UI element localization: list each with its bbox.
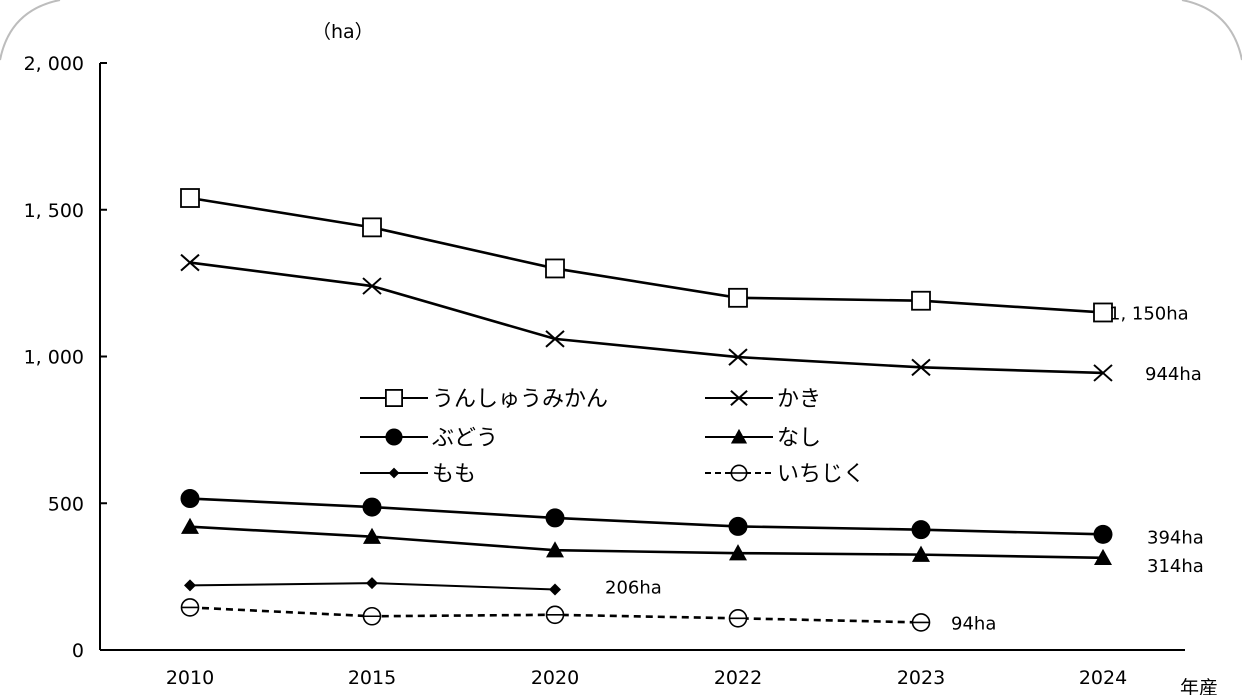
data-point-stroke bbox=[180, 253, 200, 272]
data-point bbox=[911, 520, 931, 540]
data-point bbox=[912, 545, 930, 562]
chart-axes: 0 500 1, 000 1, 500 2, 000 2010 2015 2020 2022 20… bbox=[24, 21, 1218, 695]
legend-item: ぶどう bbox=[360, 426, 498, 451]
y-tick-label: 1, 000 bbox=[24, 347, 84, 369]
legend-label: ぶどう bbox=[432, 426, 498, 451]
data-point bbox=[730, 428, 748, 444]
data-point bbox=[728, 287, 748, 308]
data-point bbox=[362, 217, 382, 238]
legend-item: うんしゅうみかん bbox=[360, 387, 608, 412]
legend-label: かき bbox=[777, 387, 821, 412]
end-labels: 1, 150ha 944ha 394ha 314ha 206ha 94ha bbox=[605, 303, 1204, 634]
series-lines bbox=[189, 196, 1104, 624]
end-value-label: 206ha bbox=[605, 578, 662, 599]
legend-item: かき bbox=[705, 387, 821, 412]
data-point bbox=[911, 290, 931, 311]
legend-item: いちじく bbox=[705, 462, 865, 487]
data-point bbox=[545, 508, 565, 528]
y-tick-label: 500 bbox=[48, 493, 84, 515]
series-line bbox=[189, 261, 1104, 375]
x-tick-label: 2023 bbox=[897, 667, 945, 689]
end-value-label: 1, 150ha bbox=[1109, 303, 1189, 324]
data-point bbox=[184, 579, 196, 592]
legend-item: もも bbox=[360, 462, 476, 487]
data-point bbox=[730, 464, 748, 482]
data-point bbox=[1094, 548, 1112, 566]
data-point bbox=[546, 541, 564, 558]
data-point bbox=[362, 497, 382, 517]
data-point bbox=[728, 609, 748, 628]
data-point bbox=[545, 605, 565, 625]
data-point bbox=[1093, 364, 1113, 382]
y-tick-label: 2, 000 bbox=[24, 53, 84, 75]
legend-label: なし bbox=[777, 426, 821, 451]
data-point-stroke bbox=[1093, 364, 1113, 382]
legend-label: いちじく bbox=[777, 462, 865, 487]
data-point bbox=[730, 390, 748, 406]
end-value-label: 944ha bbox=[1145, 364, 1202, 385]
x-tick-label: 2010 bbox=[166, 667, 214, 689]
data-point bbox=[363, 527, 381, 544]
data-point bbox=[384, 388, 403, 407]
legend-label: うんしゅうみかん bbox=[432, 387, 608, 412]
data-point-stroke bbox=[545, 330, 565, 348]
data-point bbox=[728, 516, 748, 536]
data-point bbox=[545, 330, 565, 348]
x-axis-label: 年産 bbox=[1180, 677, 1218, 695]
y-tick-label: 1, 500 bbox=[24, 200, 84, 222]
x-tick-label: 2020 bbox=[531, 667, 579, 689]
data-point bbox=[180, 188, 200, 208]
data-point-stroke bbox=[362, 277, 382, 295]
data-point bbox=[181, 517, 199, 534]
series-line bbox=[189, 196, 1104, 314]
x-tick-label: 2015 bbox=[348, 667, 396, 689]
data-point-stroke bbox=[728, 348, 748, 366]
data-point bbox=[385, 428, 403, 446]
end-value-label: 94ha bbox=[951, 613, 996, 634]
data-point bbox=[180, 489, 200, 509]
data-point-stroke bbox=[730, 390, 748, 406]
y-tick-label: 0 bbox=[72, 640, 84, 662]
data-point bbox=[545, 258, 565, 279]
series-markers bbox=[180, 188, 1113, 632]
series-line bbox=[189, 525, 1104, 560]
data-point-stroke bbox=[911, 358, 931, 377]
data-point bbox=[388, 467, 400, 479]
x-tick-label: 2024 bbox=[1079, 667, 1127, 689]
data-point bbox=[729, 544, 747, 561]
series-line bbox=[189, 497, 1104, 536]
data-point bbox=[366, 577, 378, 590]
data-point bbox=[549, 583, 561, 596]
y-axis-label: （ha） bbox=[312, 21, 374, 43]
end-value-label: 314ha bbox=[1147, 556, 1204, 577]
data-point bbox=[362, 606, 382, 626]
x-tick-label: 2022 bbox=[714, 667, 762, 689]
data-point bbox=[728, 348, 748, 366]
data-point bbox=[180, 598, 200, 617]
data-point bbox=[362, 277, 382, 295]
data-point bbox=[911, 613, 931, 632]
legend-label: もも bbox=[432, 462, 476, 487]
data-point bbox=[1093, 524, 1113, 544]
data-point bbox=[911, 358, 931, 377]
legend-item: なし bbox=[705, 426, 821, 451]
end-value-label: 394ha bbox=[1147, 527, 1204, 548]
data-point bbox=[1093, 302, 1113, 323]
data-point bbox=[180, 253, 200, 272]
